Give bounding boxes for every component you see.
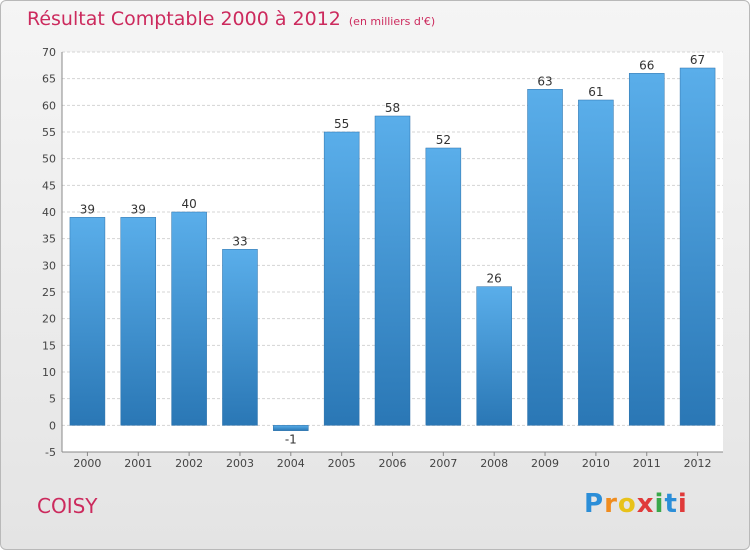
y-tick-label: 55 <box>42 126 56 139</box>
x-tick-label: 2008 <box>480 457 508 470</box>
x-tick-label: 2002 <box>175 457 203 470</box>
y-tick-label: 70 <box>42 46 56 59</box>
logo-letter: o <box>617 489 637 519</box>
x-tick-label: 2009 <box>531 457 559 470</box>
bar <box>527 89 563 426</box>
y-tick-label: 45 <box>42 179 56 192</box>
bar <box>69 217 106 426</box>
bar-value-label: 63 <box>537 74 552 88</box>
chart-subtitle: (en milliers d'€) <box>348 15 436 28</box>
bar-value-label: 67 <box>690 53 705 67</box>
bar <box>578 99 614 426</box>
bar-value-label: 39 <box>131 202 146 216</box>
bar <box>273 425 309 431</box>
logo-letter: r <box>604 489 618 519</box>
city-name: COISY <box>37 494 98 518</box>
bar <box>628 73 665 426</box>
bar-value-label: 52 <box>436 133 451 147</box>
logo-letter: P <box>584 489 605 519</box>
x-tick-label: 2005 <box>328 457 356 470</box>
x-tick-label: 2012 <box>684 457 712 470</box>
bar-value-label: 55 <box>334 117 349 131</box>
y-tick-label: 10 <box>42 366 56 379</box>
bar-value-label: 33 <box>232 234 247 248</box>
y-tick-label: 35 <box>42 233 56 246</box>
x-tick-label: 2000 <box>73 457 101 470</box>
x-tick-label: 2004 <box>277 457 305 470</box>
y-tick-label: 25 <box>42 286 56 299</box>
x-tick-label: 2001 <box>124 457 152 470</box>
proxiti-logo: Proxiti <box>584 489 688 519</box>
y-tick-label: 5 <box>49 393 56 406</box>
bar <box>120 217 157 426</box>
y-tick-label: 0 <box>49 419 56 432</box>
y-tick-label: 60 <box>42 99 56 112</box>
logo-letter: i <box>654 489 665 519</box>
bar-value-label: 39 <box>80 202 95 216</box>
y-tick-label: 40 <box>42 206 56 219</box>
bar <box>171 211 207 426</box>
bar <box>323 131 360 426</box>
bar <box>425 147 462 426</box>
y-tick-label: 20 <box>42 313 56 326</box>
bar-value-label: -1 <box>285 433 297 447</box>
y-tick-label: 65 <box>42 73 56 86</box>
bar <box>476 286 512 426</box>
x-tick-label: 2003 <box>226 457 254 470</box>
bar-value-label: 66 <box>639 58 654 72</box>
bar-value-label: 61 <box>588 85 603 99</box>
bar-value-label: 40 <box>181 197 196 211</box>
x-tick-label: 2007 <box>429 457 457 470</box>
chart-title: Résultat Comptable 2000 à 2012 (en millie… <box>27 8 436 30</box>
logo-letter: i <box>677 489 688 519</box>
logo-letter: x <box>636 489 655 519</box>
y-tick-label: 50 <box>42 153 56 166</box>
bar-value-label: 58 <box>385 101 400 115</box>
x-tick-label: 2010 <box>582 457 610 470</box>
x-tick-label: 2011 <box>633 457 661 470</box>
bar-value-label: 26 <box>487 272 502 286</box>
y-tick-label: 30 <box>42 259 56 272</box>
x-tick-label: 2006 <box>379 457 407 470</box>
y-tick-label: 15 <box>42 339 56 352</box>
bar <box>222 249 258 426</box>
bar <box>374 115 411 426</box>
bar <box>679 67 716 426</box>
y-tick-label: -5 <box>45 446 56 459</box>
logo-letter: t <box>664 489 678 519</box>
